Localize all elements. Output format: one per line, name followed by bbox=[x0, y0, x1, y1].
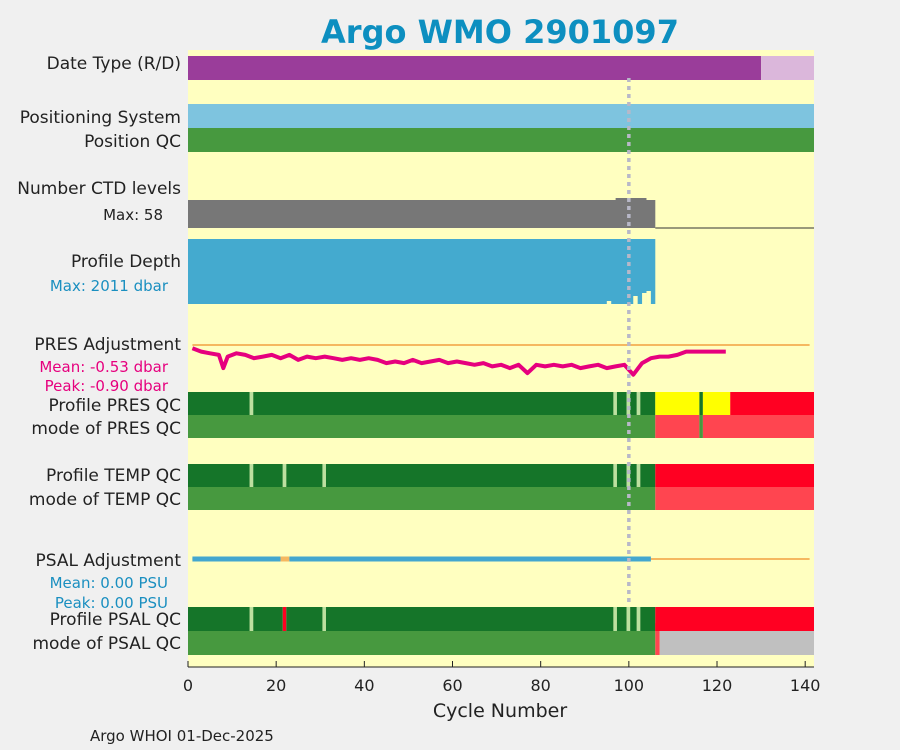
temp-qc-segment-12 bbox=[640, 464, 656, 487]
label-pres-adjustment: PRES Adjustment bbox=[34, 335, 181, 355]
position-qc-segment-0 bbox=[188, 128, 814, 152]
x-tick-label-60: 60 bbox=[442, 676, 462, 695]
psal-qc-segment-3 bbox=[282, 607, 287, 631]
pres-qc-segment-0 bbox=[188, 392, 250, 415]
temp-qc-segment-5 bbox=[322, 464, 326, 487]
psal-qc-segment-0 bbox=[188, 607, 250, 631]
temp-qc-segment-4 bbox=[286, 464, 323, 487]
psal-qc-segment-10 bbox=[630, 607, 637, 631]
pres-qc-segment-1 bbox=[249, 392, 254, 415]
pres-mode-segment-0 bbox=[188, 415, 656, 438]
label-positioning: Positioning System bbox=[20, 108, 181, 128]
date-type-segment-0 bbox=[188, 56, 762, 80]
pres-qc-segment-4 bbox=[616, 392, 627, 415]
temp-mode-segment-0 bbox=[188, 487, 656, 510]
pres-adjustment-line bbox=[191, 346, 726, 377]
x-tick-label-100: 100 bbox=[614, 676, 645, 695]
temp-qc-segment-11 bbox=[636, 464, 641, 487]
label-position-qc: Position QC bbox=[84, 132, 181, 152]
profile-depth-notch-2 bbox=[642, 293, 647, 304]
psal-qc-segment-2 bbox=[253, 607, 283, 631]
x-tick-label-120: 120 bbox=[702, 676, 733, 695]
label-pres-mean: Mean: -0.53 dbar bbox=[39, 358, 169, 376]
ctd-levels-top-step bbox=[615, 198, 647, 201]
label-profile-depth: Profile Depth bbox=[71, 252, 181, 272]
pres-qc-segment-2 bbox=[253, 392, 614, 415]
label-psal-peak: Peak: 0.00 PSU bbox=[55, 594, 168, 612]
x-tick-label-140: 140 bbox=[790, 676, 821, 695]
label-pres-mode: mode of PRES QC bbox=[31, 419, 181, 439]
psal-mode-segment-2 bbox=[659, 631, 814, 655]
label-psal-mean: Mean: 0.00 PSU bbox=[50, 574, 168, 592]
pres-qc-segment-10 bbox=[699, 392, 703, 415]
label-ctd-levels: Number CTD levels bbox=[17, 179, 181, 199]
pres-qc-segment-12 bbox=[730, 392, 814, 415]
pres-mode-segment-3 bbox=[702, 415, 814, 438]
credit-text: Argo WHOI 01-Dec-2025 bbox=[90, 727, 274, 745]
label-depth-max: Max: 2011 dbar bbox=[50, 277, 169, 295]
ctd-levels-bar bbox=[188, 200, 656, 228]
label-date-type: Date Type (R/D) bbox=[47, 54, 181, 74]
temp-qc-segment-9 bbox=[626, 464, 631, 487]
profile-depth-notch-0 bbox=[606, 301, 612, 304]
label-pres-qc: Profile PRES QC bbox=[48, 396, 181, 416]
psal-qc-segment-4 bbox=[286, 607, 323, 631]
x-tick-label-0: 0 bbox=[183, 676, 193, 695]
psal-qc-segment-1 bbox=[249, 607, 254, 631]
temp-qc-segment-13 bbox=[655, 464, 814, 487]
x-tick-label-20: 20 bbox=[266, 676, 286, 695]
psal-mode-segment-1 bbox=[655, 631, 660, 655]
chart-title: Argo WMO 2901097 bbox=[321, 13, 679, 51]
positioning-segment-0 bbox=[188, 104, 814, 128]
psal-qc-segment-6 bbox=[325, 607, 614, 631]
x-tick-label-40: 40 bbox=[354, 676, 374, 695]
temp-qc-segment-7 bbox=[613, 464, 617, 487]
pres-qc-segment-8 bbox=[640, 392, 656, 415]
pres-qc-segment-6 bbox=[630, 392, 637, 415]
x-axis-label: Cycle Number bbox=[433, 700, 567, 722]
psal-qc-segment-12 bbox=[640, 607, 656, 631]
pres-qc-segment-3 bbox=[613, 392, 617, 415]
psal-qc-segment-5 bbox=[322, 607, 326, 631]
psal-qc-segment-11 bbox=[636, 607, 641, 631]
pres-qc-segment-7 bbox=[636, 392, 641, 415]
psal-qc-segment-13 bbox=[655, 607, 814, 631]
temp-qc-segment-1 bbox=[249, 464, 254, 487]
label-temp-mode: mode of TEMP QC bbox=[29, 490, 181, 510]
psal-qc-segment-9 bbox=[626, 607, 631, 631]
pres-qc-segment-9 bbox=[655, 392, 700, 415]
label-ctd-max: Max: 58 bbox=[103, 206, 163, 224]
temp-qc-segment-3 bbox=[282, 464, 287, 487]
label-psal-mode: mode of PSAL QC bbox=[32, 634, 181, 654]
pres-mode-segment-1 bbox=[655, 415, 700, 438]
pres-qc-segment-5 bbox=[626, 392, 631, 415]
x-tick-label-80: 80 bbox=[530, 676, 550, 695]
date-type-segment-1 bbox=[761, 56, 814, 80]
profile-depth-bar bbox=[188, 239, 656, 304]
psal-qc-segment-7 bbox=[613, 607, 617, 631]
label-psal-adjustment: PSAL Adjustment bbox=[36, 551, 182, 571]
pres-qc-segment-11 bbox=[702, 392, 731, 415]
bands-layer bbox=[188, 56, 814, 655]
psal-mode-segment-0 bbox=[188, 631, 656, 655]
label-psal-qc: Profile PSAL QC bbox=[50, 610, 181, 630]
pres-mode-segment-2 bbox=[699, 415, 703, 438]
psal-mode-edge bbox=[655, 623, 660, 631]
temp-qc-segment-2 bbox=[253, 464, 283, 487]
ticks-layer: 0 20 40 60 80 100 120 140 bbox=[183, 661, 821, 695]
label-temp-qc: Profile TEMP QC bbox=[46, 466, 181, 486]
profile-depth-notch-1 bbox=[633, 296, 638, 304]
label-pres-peak: Peak: -0.90 dbar bbox=[45, 377, 169, 395]
profile-depth-notch-3 bbox=[646, 291, 651, 304]
temp-qc-segment-10 bbox=[630, 464, 637, 487]
psal-qc-segment-8 bbox=[616, 607, 627, 631]
temp-qc-segment-6 bbox=[325, 464, 614, 487]
temp-mode-segment-1 bbox=[655, 487, 814, 510]
temp-qc-segment-8 bbox=[616, 464, 627, 487]
temp-qc-segment-0 bbox=[188, 464, 250, 487]
